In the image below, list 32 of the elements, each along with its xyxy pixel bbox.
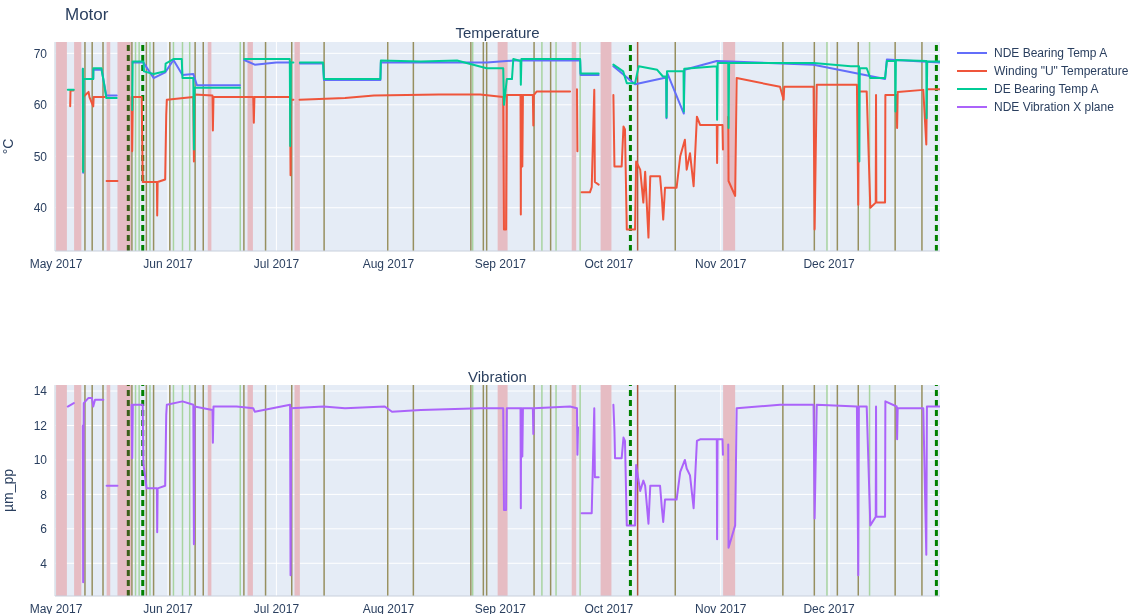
y-tick-label: 8 — [40, 487, 48, 502]
y-tick-label: 10 — [33, 453, 48, 468]
x-tick-label: Aug 2017 — [362, 256, 415, 271]
x-tick-label: Dec 2017 — [803, 256, 856, 271]
x-tick-label: Oct 2017 — [584, 256, 634, 271]
chart-title: Motor — [65, 5, 109, 25]
y-tick-label: 14 — [33, 384, 48, 399]
x-tick-label: Oct 2017 — [584, 601, 634, 614]
legend-label: Winding "U" Temperature — [994, 64, 1129, 78]
y-tick-label: 50 — [33, 149, 48, 164]
x-tick-label: Jun 2017 — [143, 256, 194, 271]
legend-label: NDE Vibration X plane — [994, 100, 1114, 114]
x-tick-label: Sep 2017 — [474, 256, 527, 271]
x-tick-label: Jun 2017 — [143, 601, 194, 614]
y-axis-title: °C — [0, 138, 16, 155]
y-tick-label: 60 — [33, 98, 48, 113]
x-tick-label: Dec 2017 — [803, 601, 856, 614]
y-tick-label: 12 — [33, 418, 48, 433]
x-tick-label: Jul 2017 — [253, 601, 300, 614]
y-axis-title: µm_pp — [0, 468, 16, 513]
y-tick-label: 70 — [33, 46, 48, 61]
y-tick-label: 4 — [40, 556, 48, 571]
x-tick-label: Nov 2017 — [695, 256, 747, 271]
legend-label: DE Bearing Temp A — [994, 82, 1099, 96]
chart-title: Vibration — [467, 368, 528, 385]
x-tick-label: Nov 2017 — [695, 601, 747, 614]
chart-subtitle: Temperature — [454, 24, 541, 41]
legend-label: NDE Bearing Temp A — [994, 46, 1108, 60]
y-tick-label: 40 — [33, 201, 48, 216]
x-tick-label: Jul 2017 — [253, 256, 300, 271]
x-tick-label: May 2017 — [29, 256, 83, 271]
y-tick-label: 6 — [40, 522, 48, 537]
